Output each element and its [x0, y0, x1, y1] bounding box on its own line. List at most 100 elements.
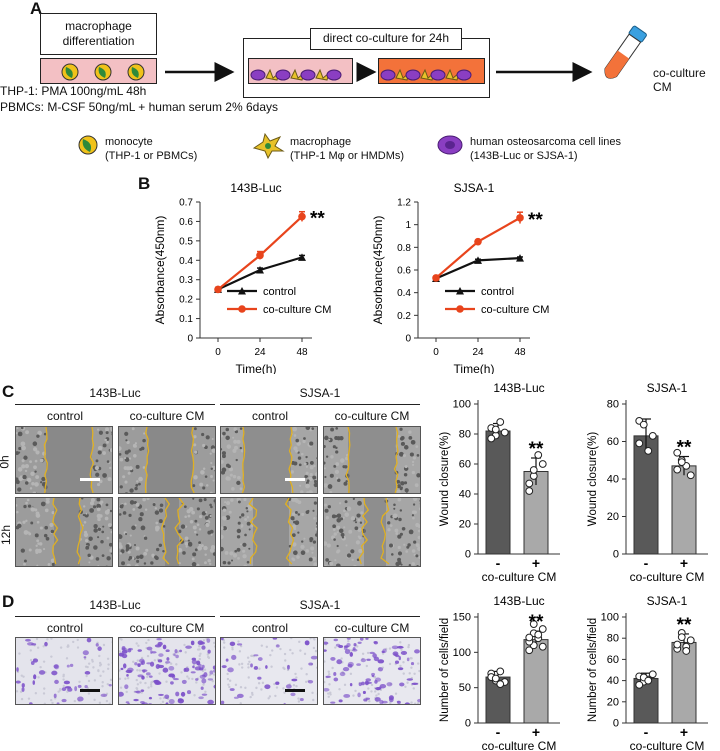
- legend-macrophage-text: macrophage (THP-1 Mφ or HMDMs): [290, 136, 405, 162]
- coculture-cells-2: [380, 69, 472, 81]
- significance-marker: **: [529, 439, 544, 460]
- significance-marker: **: [677, 438, 692, 459]
- scale-bar: [80, 478, 100, 481]
- scratch-edge-left: [358, 498, 370, 565]
- data-point-control: [516, 254, 524, 262]
- y-tick-label: 1: [405, 220, 411, 231]
- y-tick-label: 0.3: [179, 275, 193, 286]
- data-point: [686, 636, 695, 645]
- panel-letter-a: A: [30, 0, 43, 18]
- data-point: [673, 448, 682, 457]
- legend-marker-control: [238, 287, 246, 295]
- y-tick-label: 60: [607, 654, 619, 666]
- x-axis-label: co-culture CM: [630, 570, 705, 584]
- x-tick-label: 0: [433, 347, 439, 358]
- data-point: [635, 439, 644, 448]
- bar-chart-wound-143b: 143B-Luc 0 20 40 60 80 100 Wound closure(%) - + **…: [439, 381, 560, 584]
- d-cond-control-1: control: [46, 621, 84, 635]
- scratch-edge-right: [89, 427, 95, 493]
- data-point: [673, 465, 682, 474]
- y-tick-label: 0: [187, 334, 193, 345]
- scale-bar: [80, 689, 100, 692]
- category-label: +: [680, 724, 688, 740]
- scratch-edge-right: [76, 498, 84, 565]
- y-tick-label: 0.6: [179, 217, 193, 228]
- x-tick-label: 48: [514, 347, 526, 358]
- data-point: [525, 633, 534, 642]
- legend-label-cm: co-culture CM: [481, 304, 549, 316]
- data-point: [673, 640, 682, 649]
- category-label: +: [532, 555, 540, 571]
- d-group-143b: 143B-Luc: [89, 598, 141, 612]
- category-label: +: [680, 555, 688, 571]
- bar-chart-wound-sjsa1: SJSA-1 0 20 40 60 80 Wound closure(%) - + ** co-cu…: [587, 381, 708, 584]
- y-tick-label: 20: [459, 519, 471, 531]
- data-point: [529, 620, 538, 628]
- data-point: [534, 451, 543, 459]
- y-tick-label: 100: [453, 647, 471, 659]
- data-point: [538, 625, 547, 633]
- legend-label-control: control: [263, 286, 296, 298]
- data-point: [496, 418, 505, 426]
- category-label: +: [532, 724, 540, 740]
- monocyte-icons: [61, 63, 145, 81]
- scale-bar: [285, 478, 305, 481]
- scratch-edge-right: [190, 427, 195, 493]
- panel-letter-c: C: [2, 382, 15, 401]
- d-group-sjsa1: SJSA-1: [299, 598, 341, 612]
- y-tick-label: 0.7: [179, 198, 193, 209]
- y-tick-label: 60: [607, 436, 619, 448]
- category-label: -: [644, 555, 649, 571]
- data-point-cm: [516, 214, 524, 222]
- data-point-control: [298, 253, 306, 261]
- d-line-143b: [15, 616, 215, 617]
- significance-marker: **: [677, 615, 692, 636]
- micrograph-sjsa1-cm-12h: [323, 497, 421, 567]
- c-line-sjsa1: [220, 404, 420, 405]
- micrograph-143b-cm-0h: [118, 426, 216, 494]
- data-point-cm: [474, 237, 482, 246]
- category-label: -: [496, 555, 501, 571]
- y-tick-label: 80: [459, 429, 471, 441]
- scale-bar: [285, 689, 305, 692]
- chart-title: 143B-Luc: [493, 594, 544, 608]
- y-tick-label: 0: [613, 549, 619, 561]
- legend-monocyte-text: monocyte (THP-1 or PBMCs): [105, 136, 198, 162]
- y-tick-label: 0.6: [397, 266, 411, 277]
- significance-marker: **: [529, 612, 544, 633]
- micrograph-sjsa1-cm-transwell: [323, 637, 421, 705]
- y-tick-label: 0.2: [179, 295, 193, 306]
- data-point: [686, 471, 695, 480]
- data-point-control: [256, 266, 264, 274]
- legend-osteosarcoma-text: human osteosarcoma cell lines (143B-Luc o…: [470, 136, 622, 162]
- x-axis-label: co-culture CM: [482, 739, 557, 751]
- y-tick-label: 40: [607, 474, 619, 486]
- data-point-cm: [214, 285, 222, 294]
- legend-marker-cm: [456, 305, 464, 313]
- data-point-control: [474, 256, 482, 264]
- d-line-sjsa1: [220, 616, 420, 617]
- d-cond-cm-1: co-culture CM: [129, 621, 205, 635]
- scratch-edge-right: [380, 498, 390, 565]
- y-tick-label: 0.5: [179, 236, 193, 247]
- y-tick-label: 100: [453, 399, 471, 411]
- y-axis-label: Wound closure(%): [587, 432, 599, 527]
- c-row-12h: 12h: [0, 524, 14, 546]
- x-axis-label: Time(h): [236, 362, 277, 374]
- x-tick-label: 0: [215, 347, 221, 358]
- scratch-edge-left: [43, 427, 48, 493]
- micrograph-143b-control-transwell: [15, 637, 113, 705]
- data-point: [500, 428, 509, 437]
- data-point: [644, 676, 653, 685]
- data-point: [491, 674, 500, 683]
- y-tick-label: 0.4: [179, 256, 193, 267]
- protocol-pbmc: PBMCs: M-CSF 50ng/mL + human serum 2% 6d…: [0, 100, 278, 114]
- bar-minus: [633, 435, 659, 555]
- differentiation-box: macrophage differentiation: [40, 13, 157, 55]
- series-line-cm: [435, 216, 521, 279]
- chart-title: SJSA-1: [454, 181, 495, 195]
- scratch-edge-left: [241, 427, 246, 493]
- data-point: [496, 680, 505, 689]
- y-tick-label: 60: [459, 459, 471, 471]
